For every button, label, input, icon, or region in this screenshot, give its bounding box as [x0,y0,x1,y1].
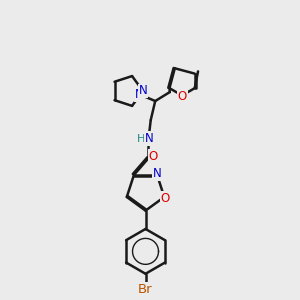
Text: N: N [153,167,161,180]
Text: H: H [137,134,146,144]
Text: O: O [148,150,158,163]
Text: N: N [135,88,144,101]
Text: O: O [161,192,170,205]
Text: N: N [139,85,147,98]
Text: Br: Br [138,284,153,296]
Text: O: O [178,90,187,103]
Text: N: N [145,132,154,145]
